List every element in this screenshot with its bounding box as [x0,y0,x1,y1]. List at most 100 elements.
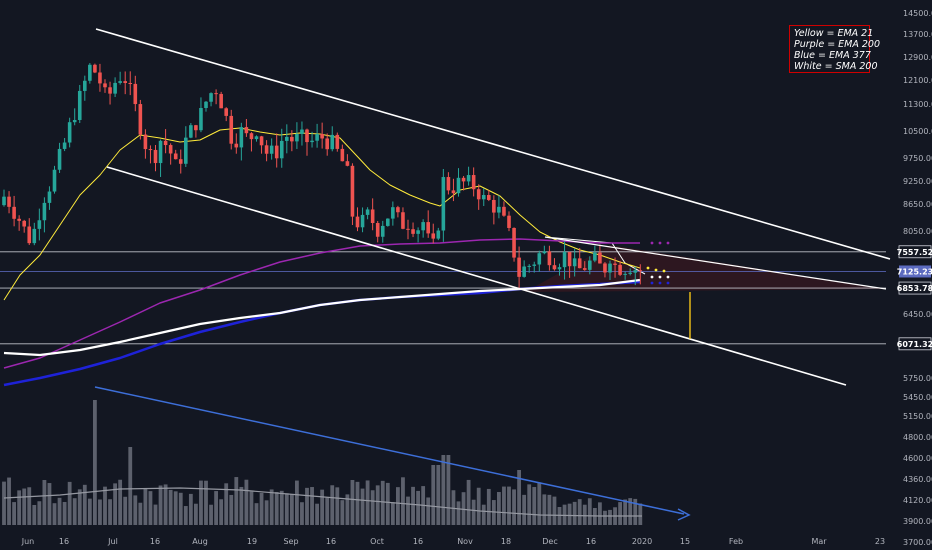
candle-down [547,251,552,266]
projection-dot [654,268,658,272]
volume-bar [153,504,158,525]
candle-up [295,133,299,142]
volume-trend-line [94,386,685,515]
volume-bar [582,504,587,525]
x-tick-label: 16 [586,537,596,546]
candle-up [588,260,592,270]
candle-down [598,252,602,264]
candle-up [62,142,67,149]
volume-bar [522,494,527,525]
volume-bar [411,486,415,525]
volume-bar [57,497,62,525]
volume-bar [274,491,279,525]
legend-entry-ema200: Purple = EMA 200 [794,39,881,50]
candle-down [148,149,153,151]
candle-up [184,137,188,164]
y-tick-label: 4360.00 [903,475,932,484]
candle-down [27,226,32,244]
volume-bar [305,487,309,525]
candle-down [219,93,223,109]
candle-up [158,140,163,164]
candle-down [411,229,415,234]
price-tag-label: 7557.52 [897,248,932,257]
candle-up [441,177,446,231]
x-tick-label: 15 [680,537,690,546]
candle-down [244,127,249,134]
volume-bar [128,447,133,525]
projection-dot [662,269,666,273]
candle-down [234,143,239,148]
candle-up [32,228,37,244]
candle-down [12,206,16,219]
x-tick-label: 16 [326,537,336,546]
volume-bar [32,504,37,525]
projection-dot [650,281,654,285]
candle-down [98,72,102,84]
volume-bar [27,487,32,525]
candle-down [178,159,183,164]
candle-down [567,251,572,267]
candle-up [623,273,627,275]
volume-bar [279,490,284,525]
candle-down [138,104,143,135]
candle-down [396,207,400,213]
candle-up [633,270,638,273]
volume-bar [426,497,431,525]
volume-bar [355,481,360,525]
candle-up [42,202,47,221]
candle-up [67,122,72,143]
legend: Yellow = EMA 21 Purple = EMA 200 Blue = … [789,25,881,73]
volume-bar [527,484,532,525]
x-tick-label: Sep [283,537,298,546]
y-tick-label: 8650.00 [903,200,932,209]
y-tick-label: 9750.00 [903,154,932,163]
volume-bar [7,477,11,525]
y-tick-label: 13700.00 [903,30,932,39]
candle-down [350,165,355,217]
candle-up [497,206,501,213]
candle-down [229,115,234,144]
channel-upper-line [95,28,891,260]
volume-bar [628,498,633,525]
candle-up [608,263,612,273]
x-tick-label: 16 [59,537,69,546]
volume-bar [461,492,466,525]
volume-bar [168,489,173,525]
volume-bar [350,480,355,525]
price-tag-label: 7125.23 [897,267,932,276]
volume-bar [456,501,461,525]
candle-down [517,257,521,277]
candle-up [537,253,542,265]
y-tick-label: 5450.00 [903,393,932,402]
candle-down [461,177,466,182]
sma200-line [3,278,641,357]
volume-bar [138,502,143,525]
volume-bar [254,503,259,525]
candle-down [264,145,269,154]
candle-up [310,140,314,143]
candle-up [522,266,526,277]
volume-bar [451,490,456,525]
volume-bar [214,491,218,525]
price-tag [899,265,931,278]
volume-bar [623,499,628,525]
candle-up [481,195,486,200]
y-tick-label: 3700.00 [903,538,932,547]
candle-down [340,148,345,162]
candle-up [436,230,441,239]
candle-up [628,272,632,274]
candle-down [7,196,11,207]
candle-down [431,233,436,239]
candle-up [204,101,208,108]
candle-up [118,81,122,83]
y-tick-label: 6450.00 [903,310,932,319]
candle-up [88,64,92,81]
x-tick-label: Feb [729,537,743,546]
x-tick-label: 19 [247,537,257,546]
volume-bar [244,479,249,525]
y-tick-label: 4600.00 [903,454,932,463]
volume-bar [310,487,314,525]
volume-bar [103,486,107,525]
